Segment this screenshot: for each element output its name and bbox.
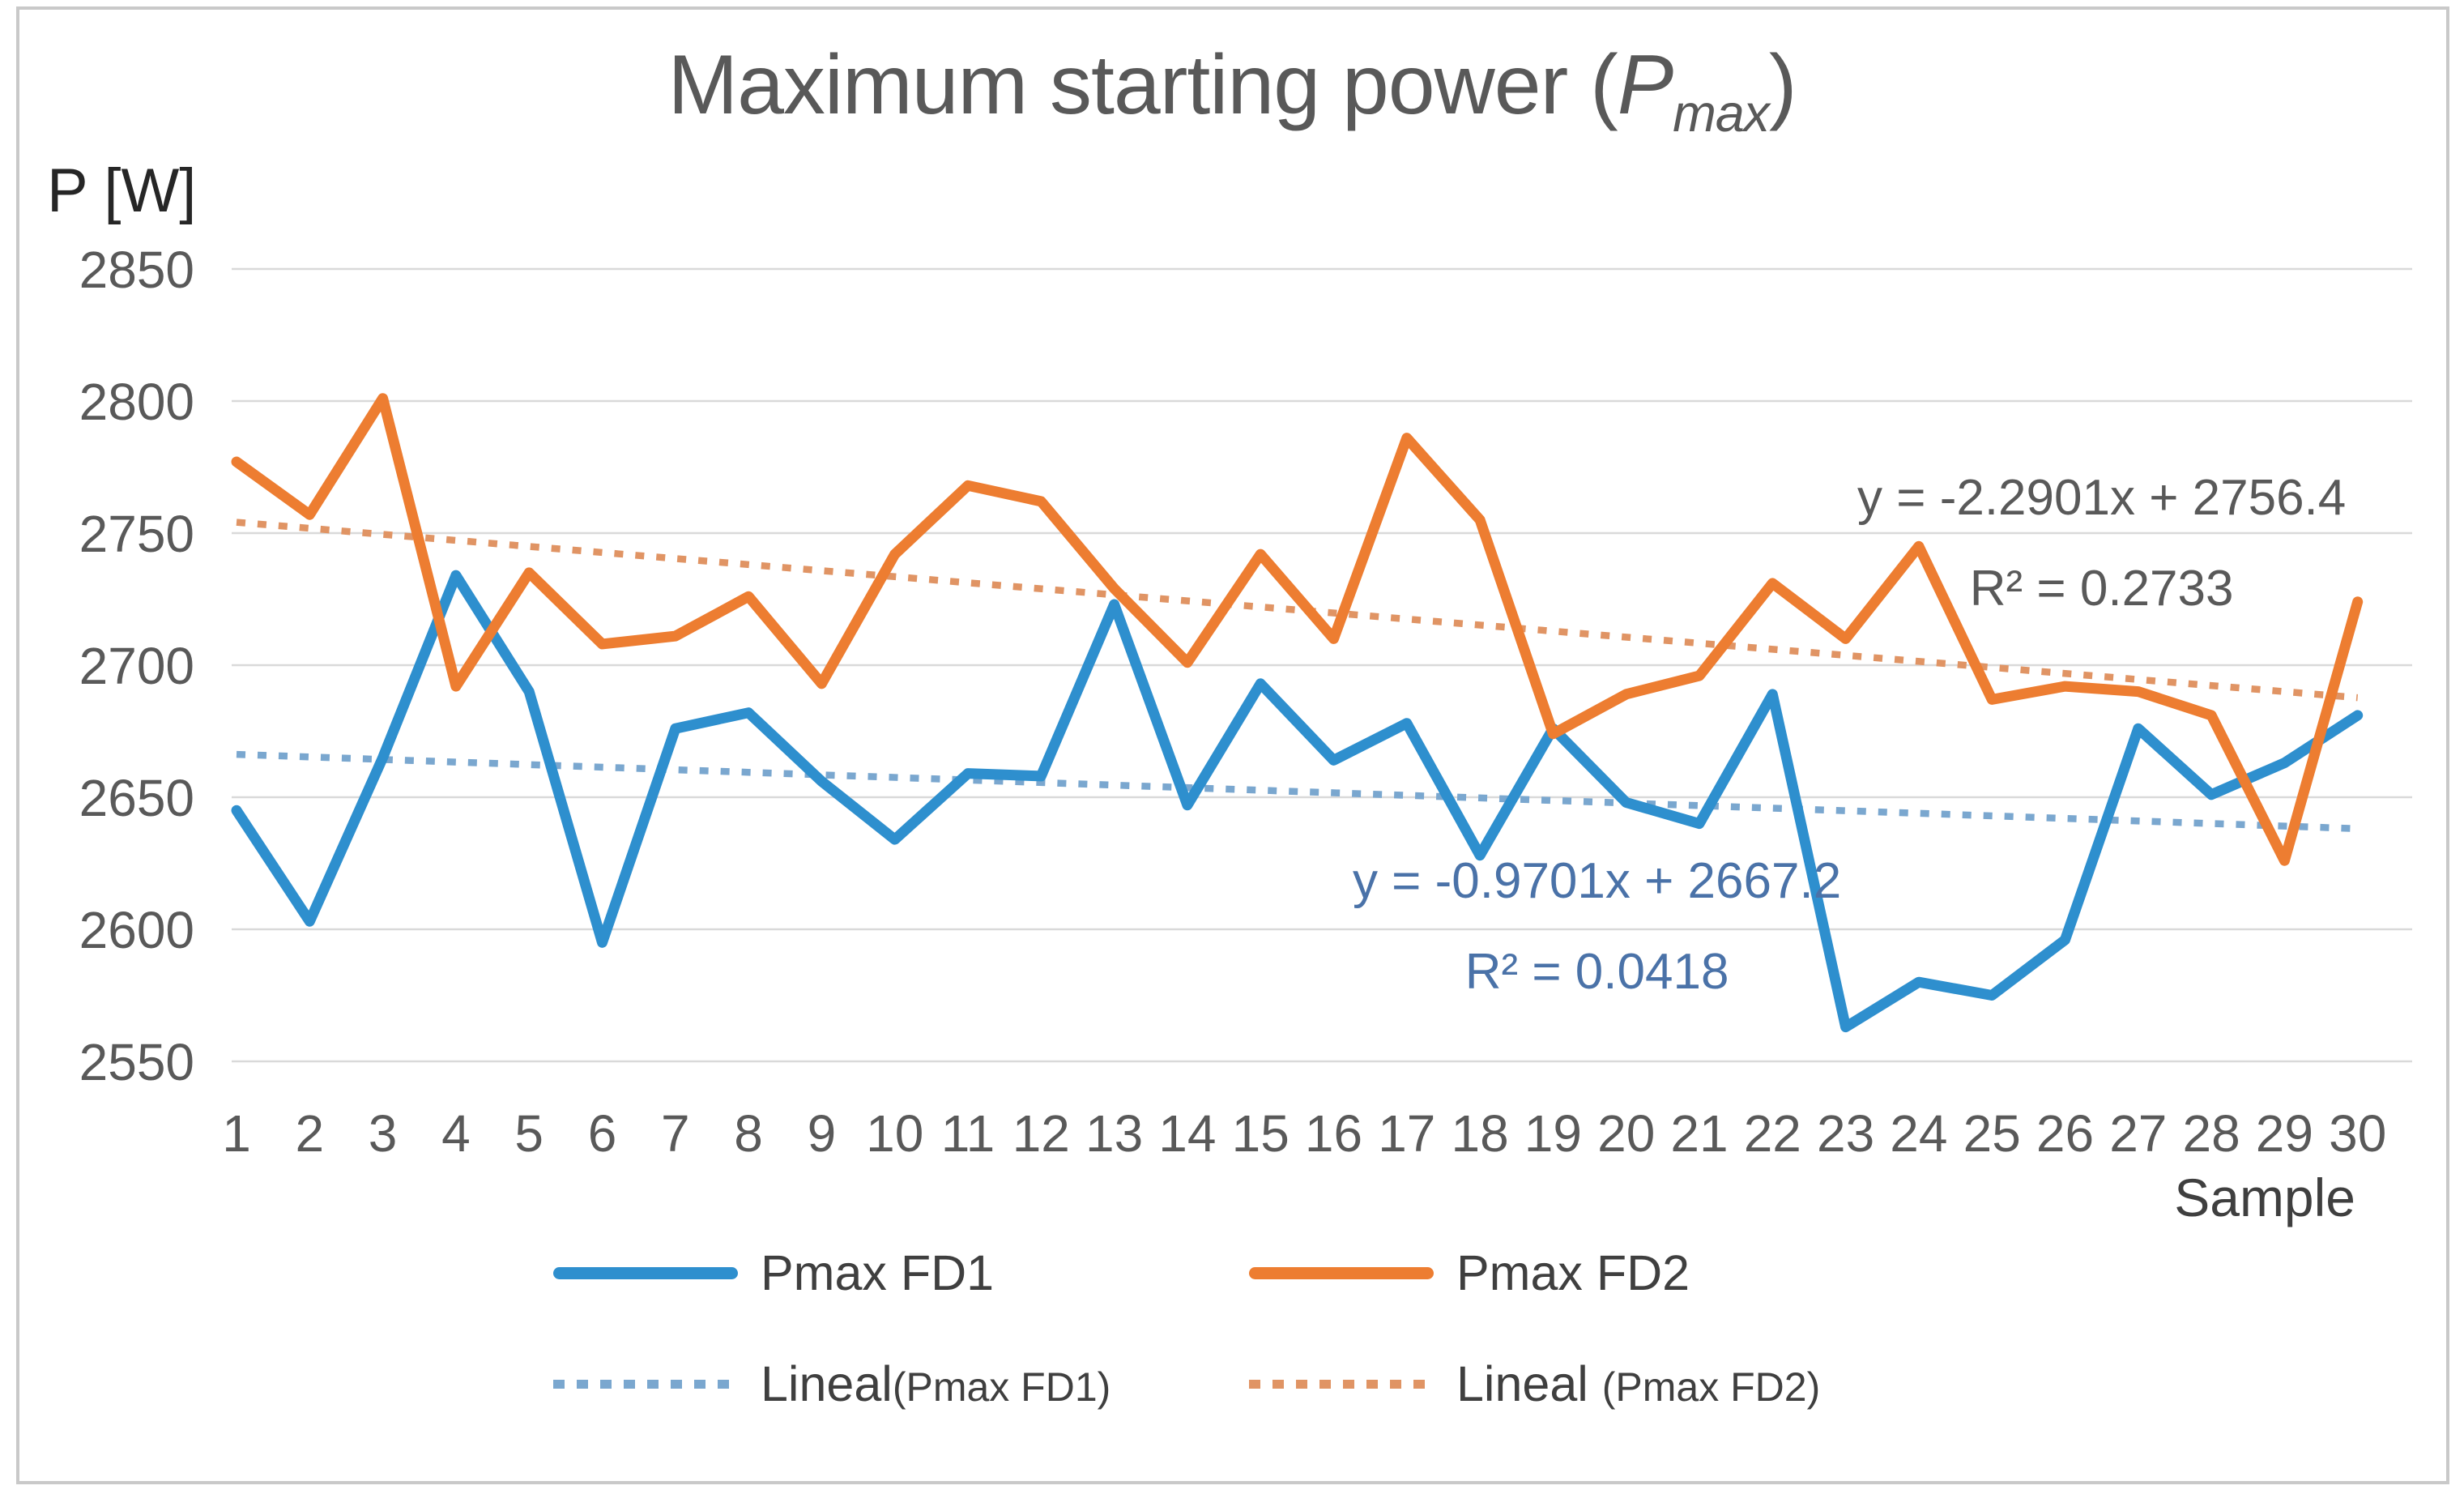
legend-label-lineal-fd2: Lineal (Pmax FD2) (1456, 1355, 1820, 1412)
legend-label-lineal-fd2-prefix: Lineal (1456, 1356, 1602, 1411)
x-tick-label: 5 (514, 1104, 544, 1163)
x-tick-label: 23 (1817, 1104, 1874, 1163)
y-tick-label: 2550 (79, 1033, 194, 1091)
legend-dotted-line-icon-fd1 (553, 1379, 738, 1389)
y-tick-label: 2600 (79, 901, 194, 959)
x-tick-label: 1 (222, 1104, 251, 1163)
legend-label-pmax-fd2: Pmax FD2 (1456, 1245, 1690, 1300)
x-tick-label: 30 (2329, 1104, 2386, 1163)
legend-item-pmax-fd2: Pmax FD2 (1249, 1242, 1690, 1304)
trend2-equation-line1: y = -2.2901x + 2756.4 (1857, 470, 2346, 526)
x-tick-label: 18 (1452, 1104, 1509, 1163)
x-tick-label: 28 (2183, 1104, 2240, 1163)
y-tick-label: 2800 (79, 373, 194, 431)
x-tick-label: 17 (1378, 1104, 1435, 1163)
x-tick-label: 19 (1524, 1104, 1582, 1163)
series-line-pmax-fd2 (231, 393, 2364, 866)
chart-title-suffix: ) (1768, 38, 1797, 132)
legend-label-lineal-fd2-suffix: (Pmax FD2) (1601, 1364, 1821, 1410)
x-tick-label: 26 (2036, 1104, 2094, 1163)
y-tick-label: 2850 (79, 241, 194, 299)
x-tick-label: 25 (1963, 1104, 2021, 1163)
trendline-pmax-fd2 (236, 519, 2359, 702)
x-tick-label: 15 (1232, 1104, 1290, 1163)
legend-item-lineal-fd2: Lineal (Pmax FD2) (1249, 1353, 1820, 1415)
x-tick-label: 16 (1305, 1104, 1362, 1163)
x-axis-title: Sample (2174, 1167, 2355, 1227)
x-tick-label: 2 (296, 1104, 325, 1163)
x-tick-label: 10 (866, 1104, 923, 1163)
legend-line-icon-fd1 (553, 1266, 738, 1279)
chart-title-subscript: max (1673, 83, 1770, 143)
x-tick-label: 14 (1158, 1104, 1216, 1163)
legend-label-pmax-fd1: Pmax FD1 (761, 1245, 995, 1300)
y-tick-label: 2650 (79, 769, 194, 827)
x-tick-label: 9 (808, 1104, 837, 1163)
chart-title-symbol: P (1617, 38, 1673, 132)
legend-row-series: Pmax FD1 Pmax FD2 (0, 1242, 2464, 1304)
y-tick-label: 2750 (79, 505, 194, 563)
trend2-equation-line2: R² = 0.2733 (1970, 561, 2234, 617)
x-tick-label: 7 (661, 1104, 690, 1163)
series-line-pmax-fd1 (231, 570, 2364, 1033)
x-tick-label: 24 (1890, 1104, 1947, 1163)
legend-label-lineal-fd1: Lineal(Pmax FD1) (761, 1355, 1111, 1412)
legend-label-lineal-fd1-suffix: (Pmax FD1) (892, 1364, 1111, 1410)
x-tick-label: 3 (369, 1104, 398, 1163)
x-tick-label: 20 (1597, 1104, 1655, 1163)
x-tick-label: 21 (1670, 1104, 1728, 1163)
legend-line-icon-fd2 (1249, 1266, 1434, 1279)
chart-title-text: Maximum starting power ( (667, 38, 1618, 132)
y-axis-title: P [W] (47, 156, 197, 225)
chart-frame (16, 6, 2449, 1484)
trend1-equation-line2: R² = 0.0418 (1465, 944, 1729, 1000)
x-tick-label: 13 (1085, 1104, 1143, 1163)
legend-label-lineal-fd1-prefix: Lineal (761, 1356, 893, 1411)
chart-title: Maximum starting power (Pmax) (0, 37, 2464, 143)
trendline-pmax-fd1 (236, 750, 2358, 833)
x-tick-label: 4 (441, 1104, 471, 1163)
x-tick-label: 12 (1012, 1104, 1070, 1163)
x-tick-label: 29 (2256, 1104, 2313, 1163)
x-tick-label: 6 (588, 1104, 617, 1163)
legend-item-lineal-fd1: Lineal(Pmax FD1) (553, 1353, 1111, 1415)
x-tick-label: 22 (1744, 1104, 1801, 1163)
x-tick-label: 11 (941, 1104, 995, 1163)
y-tick-label: 2700 (79, 637, 194, 695)
legend-item-pmax-fd1: Pmax FD1 (553, 1242, 994, 1304)
legend-dotted-line-icon-fd2 (1249, 1379, 1434, 1389)
x-tick-label: 27 (2109, 1104, 2167, 1163)
trend1-equation-line1: y = -0.9701x + 2667.2 (1353, 853, 1841, 909)
legend-row-trendlines: Lineal(Pmax FD1) Lineal (Pmax FD2) (0, 1353, 2464, 1415)
x-tick-label: 8 (734, 1104, 763, 1163)
